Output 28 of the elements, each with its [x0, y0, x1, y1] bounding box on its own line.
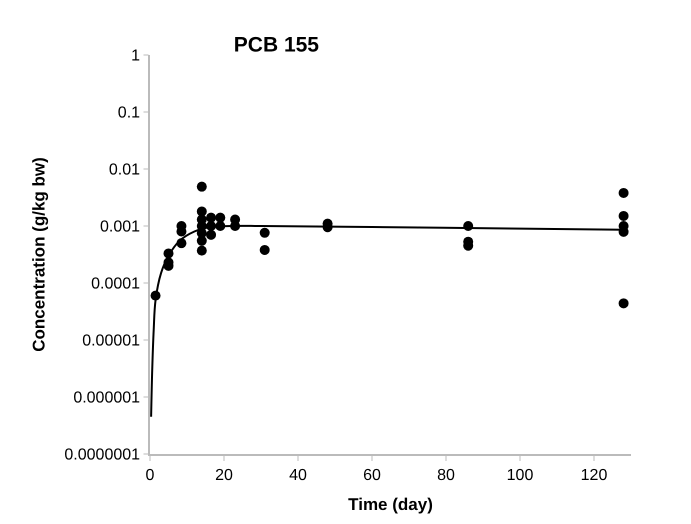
- y-tick-label: 0.1: [118, 104, 140, 122]
- x-tick-label: 120: [580, 466, 608, 484]
- x-tick-label: 60: [363, 466, 381, 484]
- point: [260, 228, 270, 238]
- x-tick-label: 20: [215, 466, 233, 484]
- point: [215, 212, 226, 223]
- y-axis-title: Concentration (g/kg bw): [29, 157, 48, 352]
- chart-title: PCB 155: [234, 33, 320, 56]
- point: [618, 210, 629, 221]
- y-tick-label: 0.0000001: [64, 446, 140, 464]
- point: [206, 230, 216, 240]
- y-tick-label: 0.00001: [82, 332, 140, 350]
- x-tick-label: 100: [506, 466, 534, 484]
- x-tick-label: 40: [289, 466, 307, 484]
- point: [260, 244, 270, 255]
- point: [196, 246, 207, 256]
- y-tick-label: 0.000001: [73, 390, 140, 407]
- y-tick-label: 0.0001: [91, 276, 140, 293]
- y-tick-label: 1: [131, 48, 140, 65]
- point: [618, 188, 629, 198]
- point: [196, 182, 207, 192]
- x-tick-label: 80: [437, 466, 455, 484]
- y-tick-label: 0.001: [100, 218, 140, 236]
- y-tick-label: 0.01: [108, 162, 140, 179]
- point: [196, 236, 207, 246]
- x-tick-label: 0: [146, 466, 155, 484]
- x-axis-title: Time (day): [348, 494, 433, 514]
- point: [618, 298, 629, 308]
